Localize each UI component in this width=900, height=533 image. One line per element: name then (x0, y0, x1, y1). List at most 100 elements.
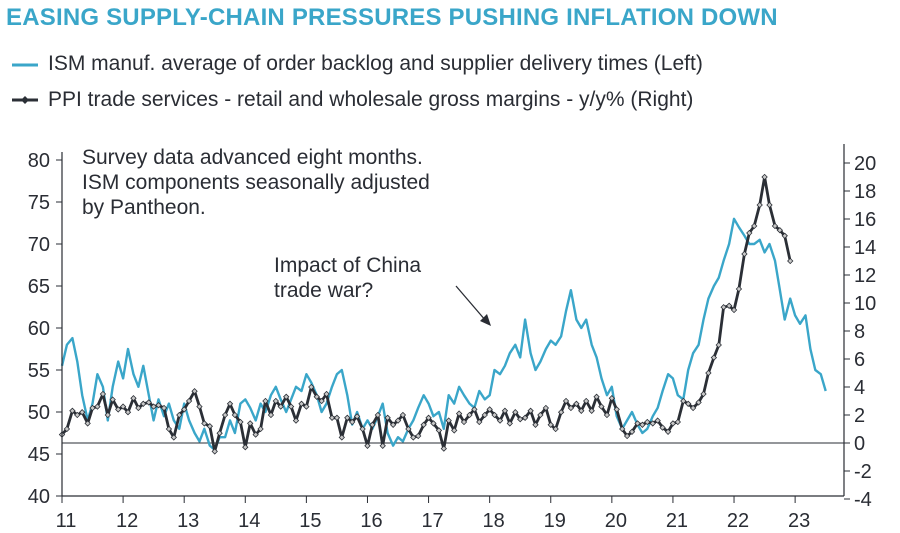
ppi-series-marker (405, 425, 412, 433)
ppi-series-marker (119, 403, 127, 410)
ppi-series-marker (374, 411, 382, 419)
legend-item-ism: ISM manuf. average of order backlog and … (12, 52, 703, 76)
ppi-series-marker (593, 393, 600, 400)
ppi-series-marker (578, 407, 585, 414)
left-axis-tick-label: 60 (28, 318, 50, 340)
ppi-series-marker (206, 423, 214, 430)
ppi-series-marker (394, 417, 402, 424)
ppi-series-marker (715, 341, 722, 349)
ppi-series-marker (486, 406, 493, 413)
ppi-series-marker (451, 427, 458, 434)
ppi-series-marker (440, 445, 448, 452)
right-axis-tick-label: 18 (854, 181, 876, 203)
ppi-series-marker (257, 425, 264, 433)
ppi-series-marker (292, 417, 300, 424)
ppi-series-marker (272, 397, 279, 405)
ppi-series-marker (333, 414, 341, 421)
ppi-series-marker (628, 428, 636, 435)
right-axis-tick-label: 0 (854, 433, 865, 455)
china-annotation-arrow (455, 285, 487, 322)
ppi-series-marker (771, 222, 779, 230)
x-axis-tick-label: 17 (421, 510, 443, 532)
left-axis-tick-label: 50 (28, 402, 50, 424)
left-axis-tick-label: 55 (28, 360, 50, 382)
ppi-series-marker (517, 416, 524, 423)
ppi-series-marker (176, 411, 183, 419)
survey-note-line-2: ISM components seasonally adjusted (82, 171, 430, 194)
ppi-series-marker (664, 428, 672, 435)
ppi-series-marker (720, 304, 727, 311)
ppi-series-marker (379, 442, 386, 449)
left-axis-tick-label: 75 (28, 192, 50, 214)
ppi-series-marker (364, 442, 371, 449)
china-annotation: Impact of China trade war? (274, 253, 421, 303)
ppi-series-marker (598, 403, 605, 410)
ppi-series-marker (644, 418, 651, 426)
right-axis-tick-label: 4 (854, 377, 865, 399)
ppi-series-marker (552, 425, 559, 433)
ppi-series-marker (776, 227, 784, 234)
ppi-series-marker (191, 388, 198, 395)
ppi-series-marker (542, 404, 550, 412)
ppi-series-marker (639, 421, 646, 428)
legend-line-swatch-icon (12, 52, 38, 76)
legend-label-ppi: PPI trade services - retail and wholesal… (48, 88, 694, 111)
ppi-series-marker (466, 411, 473, 419)
left-axis-tick-label: 65 (28, 276, 50, 298)
x-axis-tick-label: 15 (299, 510, 321, 532)
survey-note-line-3: by Pantheon. (82, 196, 206, 219)
x-axis-tick-label: 19 (544, 510, 566, 532)
legend-label-ism: ISM manuf. average of order backlog and … (48, 52, 703, 75)
right-axis-tick-label: 12 (854, 265, 876, 287)
ppi-series-marker (252, 431, 259, 438)
ppi-series-marker (242, 444, 249, 451)
ppi-series-marker (389, 421, 397, 428)
ppi-series-marker (170, 434, 177, 441)
ppi-series-marker (730, 306, 738, 314)
right-axis-tick-label: -2 (854, 461, 872, 483)
x-axis-tick-label: 13 (177, 510, 199, 532)
ppi-series-marker (201, 420, 208, 427)
x-axis-tick-label: 23 (788, 510, 810, 532)
ppi-series-marker (359, 425, 366, 433)
legend-line-marker-swatch-icon (12, 88, 38, 112)
ppi-series-marker (115, 406, 122, 413)
ppi-series-marker (353, 413, 361, 420)
ppi-series-marker (435, 427, 443, 434)
right-axis-tick-label: 8 (854, 321, 865, 343)
ppi-series-marker (344, 414, 351, 421)
left-axis-tick-label: 45 (28, 444, 50, 466)
ppi-series-marker (476, 418, 483, 426)
ppi-series-marker (781, 232, 788, 239)
ppi-series-marker (369, 421, 376, 428)
ppi-series-marker (619, 425, 626, 433)
ppi-series-marker (608, 395, 616, 402)
chart-title: EASING SUPPLY-CHAIN PRESSURES PUSHING IN… (6, 4, 778, 31)
ppi-series-marker (384, 414, 391, 421)
ppi-series-marker (140, 400, 147, 407)
right-axis-tick-label: 14 (854, 237, 876, 259)
ppi-series-marker (685, 400, 692, 407)
ppi-series-marker (659, 424, 666, 431)
ppi-series-marker (196, 403, 203, 410)
ppi-series-marker (181, 406, 188, 413)
ppi-series-marker (583, 397, 590, 405)
ppi-series-marker (211, 448, 218, 455)
ppi-series-marker (603, 411, 611, 419)
right-axis-tick-label: 6 (854, 349, 865, 371)
survey-note-line-1: Survey data advanced eight months. (82, 146, 423, 169)
x-axis-tick-label: 21 (666, 510, 688, 532)
ppi-series-marker (308, 383, 315, 391)
ppi-series-marker (689, 404, 697, 412)
left-axis-tick-label: 80 (28, 150, 50, 172)
ppi-series-marker (69, 407, 76, 414)
ppi-series-marker (415, 432, 422, 440)
ppi-series-marker (695, 399, 702, 406)
ppi-series-marker (318, 397, 325, 405)
ppi-series-marker (135, 404, 142, 412)
ppi-series-marker (221, 411, 229, 419)
ppi-series-marker (751, 222, 758, 230)
ppi-series-marker (547, 421, 554, 428)
ppi-series-marker (155, 402, 162, 409)
ppi-series-marker (277, 403, 284, 410)
